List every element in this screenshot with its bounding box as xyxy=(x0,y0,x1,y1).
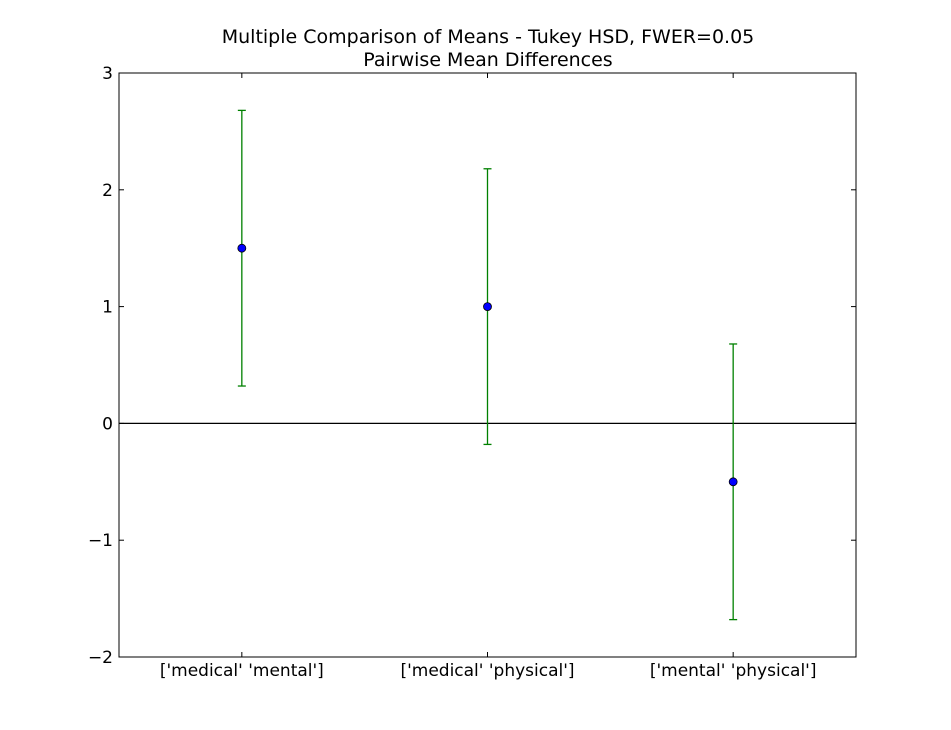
chart-subtitle: Pairwise Mean Differences xyxy=(363,49,612,71)
y-tick-label: 3 xyxy=(102,64,113,84)
mean-difference-point xyxy=(237,243,247,253)
mean-difference-point xyxy=(483,302,492,312)
y-tick-label: −1 xyxy=(88,531,113,551)
mean-difference-point xyxy=(728,477,738,487)
axes-frame xyxy=(118,72,857,658)
y-tick-label: 0 xyxy=(102,414,113,434)
x-tick-label: ['medical' 'mental'] xyxy=(160,661,324,681)
y-tick-label: 1 xyxy=(102,298,113,318)
x-tick-label: ['medical' 'physical'] xyxy=(400,661,574,681)
x-tick-label: ['mental' 'physical'] xyxy=(650,661,817,681)
y-tick-label: 2 xyxy=(102,181,113,201)
y-tick-label: −2 xyxy=(88,648,113,668)
chart-title: Multiple Comparison of Means - Tukey HSD… xyxy=(222,26,755,48)
